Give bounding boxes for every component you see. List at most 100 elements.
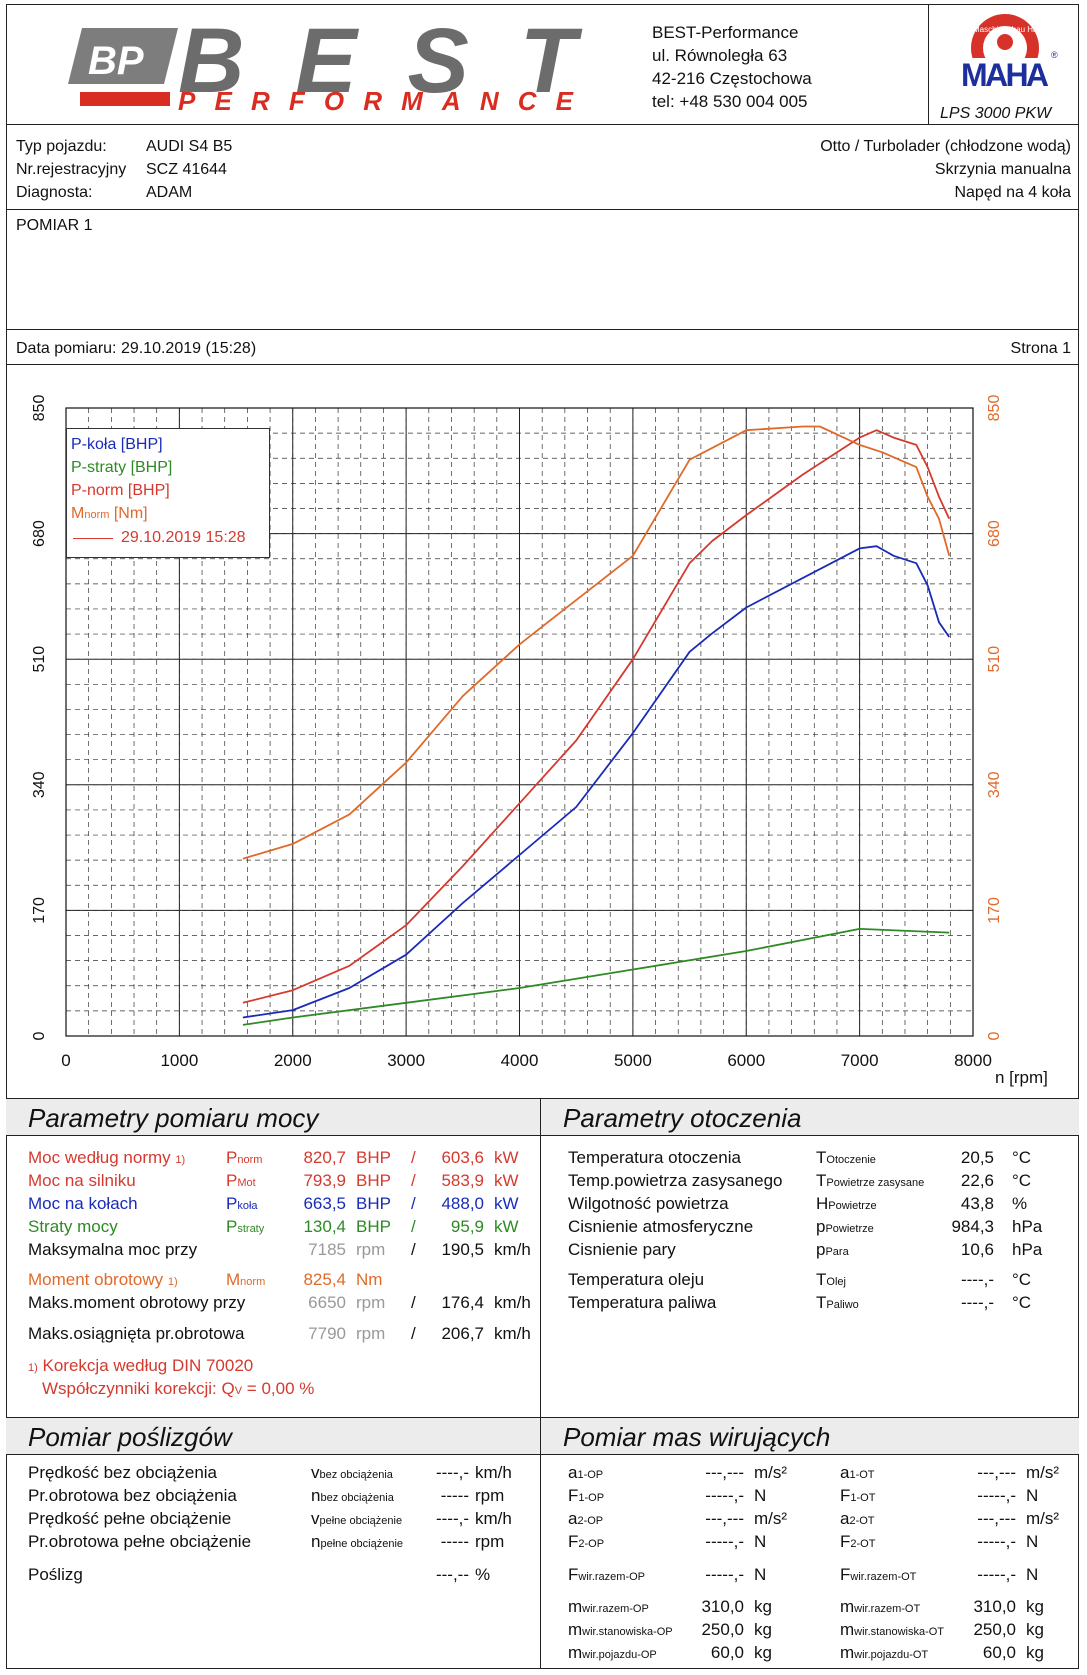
mass-row-left: mwir.stanowiska-OP 250,0 kg bbox=[568, 1619, 808, 1643]
maha-ring-text: Maschinenbau Haldenwang bbox=[973, 25, 1065, 34]
env-label: Temperatura otoczenia bbox=[568, 1148, 741, 1167]
power-mot-row: Moc na silniku PMot 793,9 BHP / 583,9 kW bbox=[28, 1171, 519, 1190]
mass-symbol-letter: m bbox=[568, 1620, 583, 1639]
slip-label: Prędkość bez obciążenia bbox=[28, 1463, 218, 1482]
slip-unit: km/h bbox=[475, 1463, 512, 1482]
slip-symbol: nbez obciążenia bbox=[311, 1485, 394, 1509]
vehicle-type-value: AUDI S4 B5 bbox=[146, 138, 233, 155]
chart-lines bbox=[242, 425, 951, 1026]
mass-row-left: mwir.pojazdu-OP 60,0 kg bbox=[568, 1642, 808, 1666]
mass-symbol: a2-OP bbox=[568, 1509, 603, 1528]
vehicle-engine: Otto / Turbolader (chłodzone wodą) bbox=[820, 138, 1071, 155]
divider bbox=[6, 364, 1079, 365]
mass-symbol: F2-OT bbox=[840, 1532, 875, 1551]
mass-symbol-letter: F bbox=[568, 1532, 579, 1551]
column-divider bbox=[540, 1417, 541, 1669]
y-tick-label-left: 510 bbox=[31, 646, 48, 673]
plot-border bbox=[65, 407, 974, 1037]
mass-symbol-letter: F bbox=[840, 1565, 851, 1584]
env-symbol-sub: Powietrze bbox=[828, 1200, 877, 1212]
y-tick-label-right: 680 bbox=[986, 520, 1003, 547]
y-tick-label-right: 0 bbox=[986, 1031, 1003, 1040]
slip-unit: rpm bbox=[475, 1486, 505, 1505]
legend-m-norm: Mnorm [Nm] bbox=[71, 505, 148, 522]
mass-symbol-letter: F bbox=[840, 1486, 851, 1505]
mass-symbol: Fwir.razem-OP bbox=[568, 1565, 645, 1584]
mass-unit: m/s² bbox=[754, 1509, 788, 1528]
mass-value: ---,--- bbox=[977, 1509, 1016, 1528]
maha-text: MAHA bbox=[961, 57, 1049, 93]
slip-symbol-letter: n bbox=[311, 1532, 321, 1551]
mass-symbol-letter: m bbox=[840, 1620, 855, 1639]
mass-value: ---,--- bbox=[705, 1509, 744, 1528]
legend-p-straty: P-straty [BHP] bbox=[71, 459, 173, 476]
mass-unit: N bbox=[754, 1532, 767, 1551]
slip-value: ----- bbox=[440, 1486, 469, 1505]
mass-symbol: mwir.stanowiska-OP bbox=[568, 1620, 673, 1639]
mass-symbol-letter: a bbox=[840, 1463, 850, 1482]
mass-symbol: F1-OT bbox=[840, 1486, 875, 1505]
mass-symbol-sub: wir.razem-OP bbox=[578, 1571, 646, 1583]
x-tick-label: 5000 bbox=[614, 1051, 652, 1070]
logo-bp-text: BP bbox=[88, 39, 144, 83]
mass-value: ---,--- bbox=[977, 1463, 1016, 1482]
slip-symbol-sub: pełne obciążenie bbox=[319, 1515, 403, 1527]
mass-row-right: Fwir.razem-OT -----,- N bbox=[840, 1564, 1080, 1588]
slip-total-row: Poślizg ---,-- % bbox=[28, 1565, 491, 1584]
y-tick-label-right: 170 bbox=[986, 897, 1003, 924]
slip-value: ----,- bbox=[435, 1463, 469, 1482]
mass-row-left: F2-OP -----,- N bbox=[568, 1531, 808, 1555]
env-symbol: pPowietrze bbox=[816, 1216, 874, 1240]
vehicle-diag-value: ADAM bbox=[146, 184, 193, 201]
chart-grid bbox=[65, 407, 974, 1037]
mass-unit: kg bbox=[1026, 1597, 1044, 1616]
slip-symbol-sub: bez obciążenia bbox=[319, 1469, 393, 1481]
company-city: 42-216 Częstochowa bbox=[652, 69, 812, 88]
env-label: Cisnienie pary bbox=[568, 1240, 676, 1259]
legend-date: 29.10.2019 15:28 bbox=[121, 529, 246, 546]
slip-symbol: vbez obciążenia bbox=[311, 1462, 393, 1486]
env-unit: °C bbox=[1012, 1171, 1032, 1190]
mass-heading: Pomiar mas wirujących bbox=[540, 1417, 1079, 1455]
company-street: ul. Równoległa 63 bbox=[652, 46, 788, 65]
env-unit: °C bbox=[1012, 1293, 1032, 1312]
env-label: Cisnienie atmosferyczne bbox=[568, 1217, 754, 1236]
mass-row-left: Fwir.razem-OP -----,- N bbox=[568, 1564, 808, 1588]
mass-symbol-sub: wir.stanowiska-OT bbox=[854, 1626, 945, 1638]
torque-row: Moment obrotowy 1) Mnorm 825,4 Nm bbox=[28, 1270, 383, 1289]
mass-row-right: F2-OT -----,- N bbox=[840, 1531, 1080, 1555]
maha-logo: Maschinenbau Haldenwang MAHA ® bbox=[945, 10, 1072, 100]
slip-row: Pr.obrotowa pełne obciążenie npełne obcią… bbox=[28, 1531, 528, 1553]
mass-unit: N bbox=[1026, 1486, 1039, 1505]
env-label: Temperatura paliwa bbox=[568, 1293, 717, 1312]
env-symbol: pPara bbox=[816, 1239, 849, 1263]
mass-symbol-sub: 2-OT bbox=[849, 1515, 875, 1527]
mass-symbol: F2-OP bbox=[568, 1532, 604, 1551]
env-unit: hPa bbox=[1012, 1217, 1043, 1236]
env-row: Temperatura oleju TOlej ----,- °C bbox=[568, 1269, 1068, 1291]
env-symbol-sub: Otoczenie bbox=[826, 1154, 876, 1166]
mass-unit: kg bbox=[754, 1597, 772, 1616]
dyno-model: LPS 3000 PKW bbox=[940, 105, 1052, 122]
mass-symbol-letter: F bbox=[840, 1532, 851, 1551]
env-value: ----,- bbox=[960, 1270, 994, 1289]
mass-symbol-sub: wir.pojazdu-OT bbox=[854, 1649, 929, 1661]
mass-value: ---,--- bbox=[705, 1463, 744, 1482]
divider bbox=[6, 209, 1079, 210]
vehicle-reg-value: SCZ 41644 bbox=[146, 161, 227, 178]
legend-p-kola: P-koła [BHP] bbox=[71, 436, 163, 453]
mass-unit: N bbox=[754, 1565, 767, 1584]
mass-symbol-sub: wir.razem-OT bbox=[854, 1603, 921, 1615]
mass-symbol-letter: a bbox=[840, 1509, 850, 1528]
env-symbol-letter: p bbox=[816, 1217, 826, 1236]
slip-symbol-letter: v bbox=[311, 1463, 320, 1482]
maha-reg: ® bbox=[1051, 50, 1058, 60]
mass-row-right: a1-OT ---,--- m/s² bbox=[840, 1462, 1080, 1486]
env-symbol-letter: H bbox=[816, 1194, 829, 1213]
power-straty-row: Straty mocy Pstraty 130,4 BHP / 95,9 kW bbox=[28, 1217, 519, 1236]
mass-symbol-sub: 1-OP bbox=[578, 1492, 605, 1504]
env-row: Temperatura paliwa TPaliwo ----,- °C bbox=[568, 1292, 1068, 1314]
env-symbol: TOtoczenie bbox=[816, 1147, 876, 1171]
env-value: ----,- bbox=[960, 1293, 994, 1312]
mass-unit: kg bbox=[754, 1620, 772, 1639]
